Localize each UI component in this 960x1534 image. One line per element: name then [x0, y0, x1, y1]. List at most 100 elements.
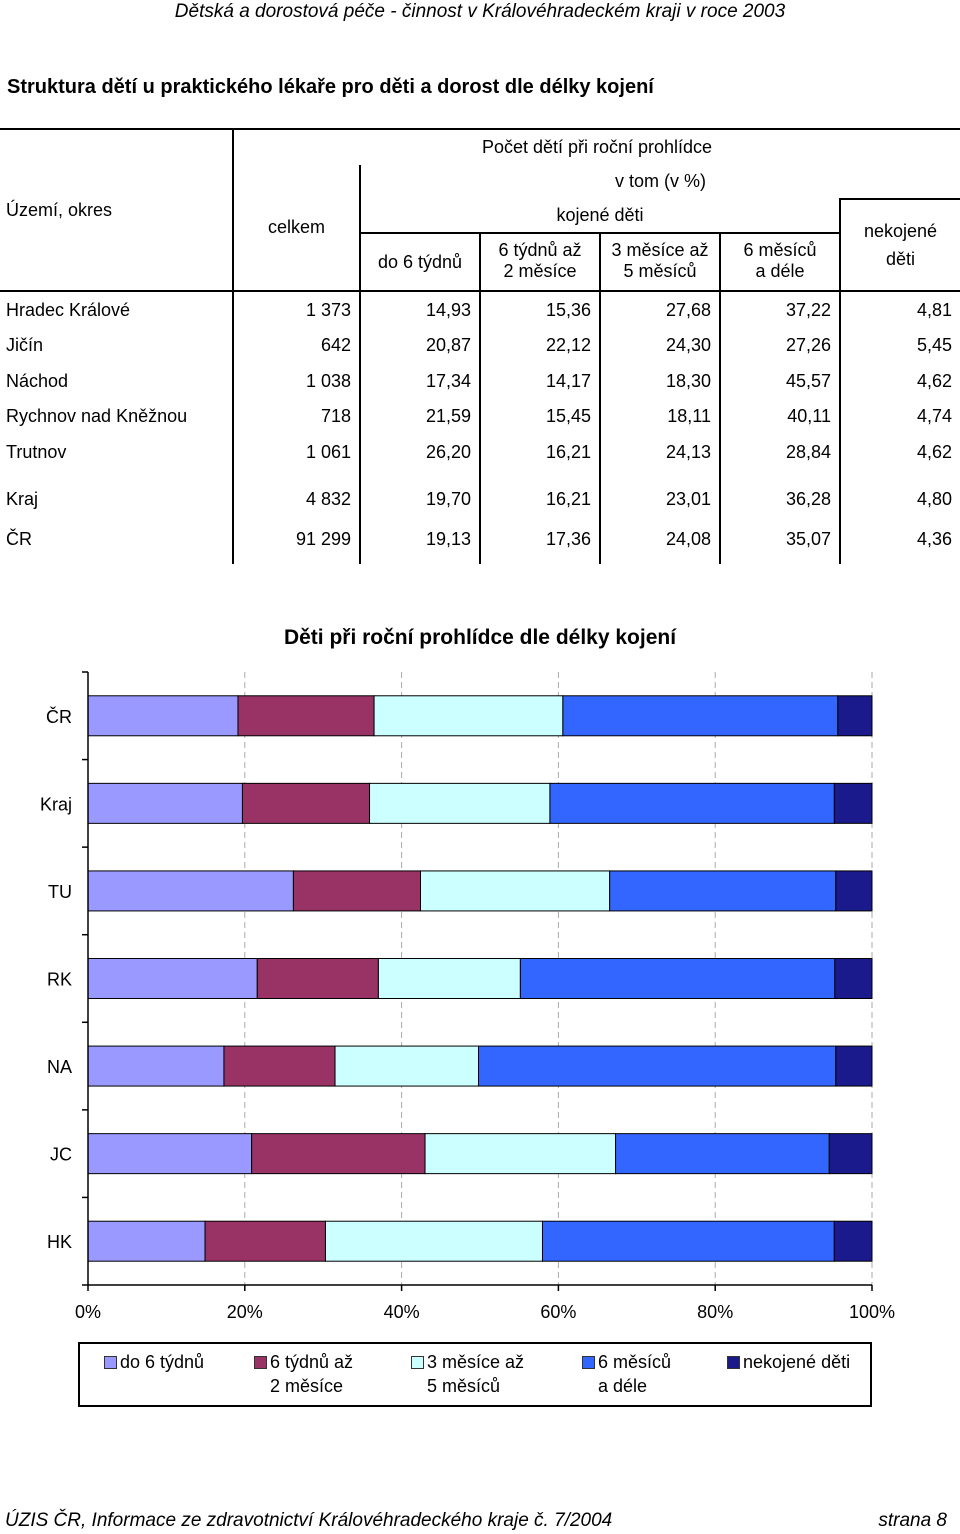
table-cell: 4,81 — [839, 291, 960, 328]
x-tick-label: 60% — [540, 1302, 576, 1322]
col3-header-a: 3 měsíce až — [599, 232, 720, 261]
table-cell: 1 061 — [232, 434, 360, 470]
row-label: Trutnov — [6, 441, 67, 462]
table-row: Kraj 4 832 19,70 16,21 23,01 36,28 4,80 — [0, 470, 960, 529]
table-cell: 40,11 — [719, 399, 840, 435]
col4-header-a: 6 měsíců — [719, 232, 840, 261]
table-cell: 18,30 — [599, 363, 720, 399]
x-tick-label: 100% — [849, 1302, 895, 1322]
table-cell: 4,80 — [839, 470, 960, 529]
bar-segment — [87, 695, 239, 737]
bar-segment — [837, 695, 873, 737]
row-label: Rychnov nad Kněžnou — [6, 406, 188, 427]
table-cell: 28,84 — [719, 434, 840, 470]
table-row: Náchod 1 038 17,34 14,17 18,30 45,57 4,62 — [0, 363, 960, 399]
table-row: Trutnov 1 061 26,20 16,21 24,13 28,84 4,62 — [0, 434, 960, 470]
category-label: TU — [48, 882, 72, 902]
category-label: Kraj — [40, 794, 72, 814]
col-territory-header: Území, okres — [0, 128, 233, 292]
table-row: Rychnov nad Kněžnou 718 21,59 15,45 18,11 40,… — [0, 399, 960, 435]
table-cell: 21,59 — [359, 399, 480, 435]
data-table: Území, okres Počet dětí při roční prohlí… — [0, 128, 960, 564]
table-row: Hradec Králové 1 373 14,93 15,36 27,68 37,22 4… — [0, 291, 960, 328]
bar-segment — [419, 870, 611, 912]
bar-segment — [834, 958, 873, 999]
table-cell: 18,11 — [599, 399, 720, 435]
x-tick-label: 40% — [384, 1302, 420, 1322]
table-cell: 5,45 — [839, 328, 960, 364]
footer-source: ÚZIS ČR, Informace ze zdravotnictví Král… — [5, 1510, 613, 1531]
table-cell: 22,12 — [479, 328, 600, 364]
bar-segment — [615, 1133, 830, 1175]
chart-title: Děti při roční prohlídce dle délky kojen… — [283, 626, 677, 649]
bar-segment — [478, 1045, 837, 1087]
bar-segment — [369, 782, 551, 824]
table-cell: 16,21 — [479, 470, 600, 529]
bar-segment — [241, 782, 371, 824]
table-cell: 36,28 — [719, 470, 840, 529]
page-header: Dětská a dorostová péče - činnost v Král… — [174, 1, 786, 22]
bar-segment — [204, 1220, 326, 1262]
bar-segment — [87, 1133, 253, 1175]
table-cell: 23,01 — [599, 470, 720, 529]
bar-segment — [549, 782, 835, 824]
legend-swatch — [411, 1356, 424, 1369]
bar-segment — [835, 870, 873, 912]
chart-legend: do 6 týdnů 6 týdnů až 2 měsíce 3 měsíce a… — [78, 1342, 872, 1407]
category-label: ČR — [46, 706, 72, 727]
table-cell: 19,13 — [359, 529, 480, 564]
table-cell: 14,93 — [359, 291, 480, 328]
bar-segment — [87, 1220, 206, 1262]
col-notbreastfed-header: nekojené děti — [839, 198, 960, 292]
category-label: JC — [50, 1145, 72, 1165]
row-label: Jičín — [6, 335, 44, 356]
col1-header: do 6 týdnů — [359, 232, 480, 292]
table-cell: 45,57 — [719, 363, 840, 399]
table-cell: 24,30 — [599, 328, 720, 364]
row-label: ČR — [6, 529, 32, 549]
legend-swatch — [727, 1356, 740, 1369]
table-cell: 4,62 — [839, 363, 960, 399]
row-label: Náchod — [6, 370, 69, 391]
group-top-header: Počet dětí při roční prohlídce — [232, 128, 960, 165]
legend-swatch — [254, 1356, 267, 1369]
table-cell: 4,62 — [839, 434, 960, 470]
bar-segment — [223, 1045, 336, 1087]
bar-segment — [373, 695, 564, 737]
bar-segment — [562, 695, 839, 737]
table-cell: 16,21 — [479, 434, 600, 470]
row-label: Kraj — [6, 489, 39, 509]
bar-segment — [377, 958, 521, 999]
table-cell: 4,74 — [839, 399, 960, 435]
table-cell: 642 — [232, 328, 360, 364]
group-ofwhich-header: v tom (v %) — [359, 165, 960, 199]
table-cell: 17,36 — [479, 529, 600, 564]
bar-segment — [292, 870, 421, 912]
bar-segment — [251, 1133, 426, 1175]
table-cell: 19,70 — [359, 470, 480, 529]
page-title: Struktura dětí u praktického lékaře pro … — [7, 76, 654, 98]
col3-header-b: 5 měsíců — [599, 261, 720, 292]
x-tick-label: 20% — [227, 1302, 263, 1322]
table-cell: 1 373 — [232, 291, 360, 328]
table-cell: 718 — [232, 399, 360, 435]
table-cell: 15,45 — [479, 399, 600, 435]
bar-segment — [835, 1045, 873, 1087]
table-cell: 14,17 — [479, 363, 600, 399]
table-row: ČR 91 299 19,13 17,36 24,08 35,07 4,36 — [0, 529, 960, 564]
bar-segment — [87, 958, 258, 999]
table-row: Jičín 642 20,87 22,12 24,30 27,26 5,45 — [0, 328, 960, 364]
row-label: Hradec Králové — [6, 299, 131, 320]
bar-segment — [237, 695, 375, 737]
bar-segment — [324, 1220, 543, 1262]
col4-header-b: a déle — [719, 261, 840, 292]
bar-segment — [256, 958, 379, 999]
bar-segment — [609, 870, 837, 912]
table-cell: 4 832 — [232, 470, 360, 529]
table-cell: 15,36 — [479, 291, 600, 328]
bar-segment — [87, 870, 294, 912]
table-cell: 20,87 — [359, 328, 480, 364]
col2-header-b: 2 měsíce — [479, 261, 600, 292]
col2-header-a: 6 týdnů až — [479, 232, 600, 261]
